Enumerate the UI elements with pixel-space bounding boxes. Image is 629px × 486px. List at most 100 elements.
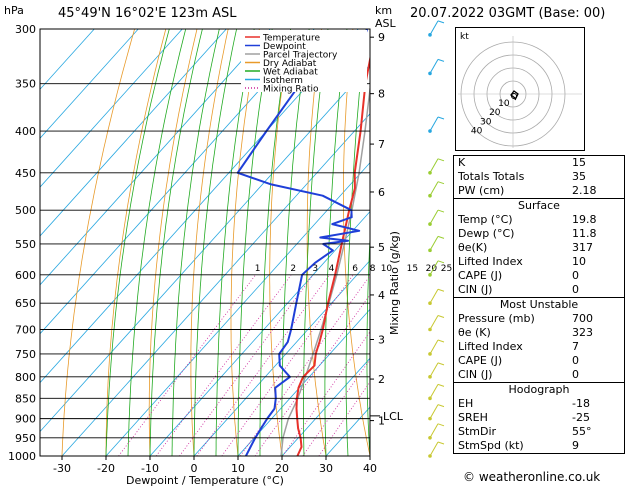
index-row: CAPE (J) 0 — [454, 269, 624, 283]
wind-barb-dot — [428, 33, 432, 37]
pressure-tick-label: 800 — [15, 371, 36, 384]
mixing-ratio-line — [318, 381, 370, 456]
index-label: SREH — [458, 411, 488, 424]
index-label: Temp (°C) — [458, 213, 513, 226]
index-label: CAPE (J) — [458, 354, 503, 367]
dry-adiabat-line — [413, 29, 459, 456]
wet-adiabat-line — [105, 29, 170, 456]
index-row: θe (K) 323 — [454, 326, 624, 340]
pressure-tick-label: 750 — [15, 348, 36, 361]
temperature-tick-label: 10 — [231, 462, 245, 475]
index-value: -25 — [572, 411, 590, 424]
height-axis-unit: km — [375, 4, 392, 17]
isotherm-line — [61, 113, 370, 456]
mixing-ratio-label: 10 — [381, 264, 393, 274]
hodograph-section: Hodograph EH -18 SREH -25 StmDir 55° StmSpd (k… — [454, 382, 624, 453]
pressure-tick-label: 450 — [15, 167, 36, 180]
wind-barb-dot — [428, 375, 432, 379]
index-value: 15 — [572, 156, 586, 169]
mixing-ratio-label: 2 — [290, 264, 296, 274]
mixing-ratio-label: 20 — [426, 264, 438, 274]
dry-adiabat-line — [105, 29, 167, 456]
legend-entry: Temperature — [262, 34, 320, 44]
hodograph-ring-label: 20 — [489, 108, 501, 118]
dry-adiabat-line — [148, 29, 198, 456]
plot-frame — [39, 28, 371, 457]
wind-barb-dot — [428, 301, 432, 306]
temperature-tick-label: -20 — [97, 462, 115, 475]
index-value: 317 — [572, 241, 593, 254]
legend-entry: Isotherm — [263, 76, 303, 86]
wind-barb-staff — [429, 288, 439, 304]
index-label: Lifted Index — [458, 340, 523, 353]
height-tick-label: 3 — [378, 333, 385, 346]
legend-entry: Dry Adiabat — [263, 59, 317, 69]
wind-barb-flag — [437, 20, 445, 24]
mixing-ratio-line — [155, 274, 292, 456]
height-tick-label: 8 — [378, 88, 385, 101]
wind-barb-dot — [428, 396, 432, 401]
mixing-ratio-label: 4 — [329, 264, 335, 274]
height-tick-label: 5 — [378, 241, 385, 254]
pressure-tick-label: 400 — [15, 125, 36, 138]
wind-barb-dot — [428, 273, 432, 277]
temperature-tick-label: 40 — [363, 462, 377, 475]
temperature-tick-label: 20 — [275, 462, 289, 475]
isotherm-line — [40, 29, 227, 237]
wind-barb-flag — [437, 181, 445, 185]
most-unstable-title: Most Unstable — [499, 298, 579, 311]
legend-entry: Dewpoint — [263, 42, 306, 52]
index-value: 55° — [572, 425, 592, 438]
wind-barb-staff — [429, 384, 439, 399]
mixing-ratio-label: 3 — [312, 264, 318, 274]
index-label: Pressure (mb) — [458, 312, 535, 325]
wind-barb-dot — [428, 193, 432, 198]
mixing-ratio-line — [302, 358, 370, 456]
height-tick-label: 4 — [378, 289, 385, 302]
hodograph-ring-label: 40 — [471, 126, 483, 136]
pressure-tick-label: 850 — [15, 392, 36, 405]
wind-barb-staff — [429, 404, 439, 419]
wind-barb-dot — [428, 327, 432, 332]
height-tick-label: 9 — [378, 31, 385, 44]
wind-barb-flag — [437, 423, 445, 427]
wind-barb-dot — [428, 129, 432, 133]
surface-section: Surface Temp (°C) 19.8 Dewp (°C) 11.8 θe(K) 3… — [454, 198, 624, 297]
index-value: 0 — [572, 283, 579, 296]
mixing-ratio-label: 15 — [407, 264, 418, 274]
index-row: K 15 — [454, 156, 624, 170]
isotherm-line — [105, 162, 370, 456]
pressure-tick-label: 650 — [15, 297, 36, 310]
indices-section: K 15 Totals Totals 35 PW (cm) 2.18 — [454, 156, 624, 198]
mixing-ratio-line — [179, 274, 314, 456]
index-value: 0 — [572, 269, 579, 282]
isotherm-line — [40, 29, 139, 139]
wind-barb-staff — [429, 59, 439, 74]
wind-barb-dot — [428, 454, 432, 458]
pressure-tick-label: 550 — [15, 238, 36, 251]
wind-barb-flag — [437, 315, 445, 318]
wind-barb-staff — [429, 260, 439, 276]
pressure-tick-label: 700 — [15, 324, 36, 337]
wet-adiabat-line — [345, 29, 367, 456]
wind-barb-flag — [437, 116, 445, 120]
index-row: PW (cm) 2.18 — [454, 184, 624, 198]
legend-box — [241, 30, 367, 92]
wind-barb-flag — [437, 209, 445, 213]
dry-adiabat-line — [190, 29, 229, 456]
index-label: θe (K) — [458, 326, 491, 339]
index-row: Lifted Index 7 — [454, 340, 624, 354]
index-label: StmDir — [458, 425, 497, 438]
wet-adiabat-line — [149, 29, 203, 456]
forecast-datetime: 20.07.2022 03GMT (Base: 00) — [410, 6, 606, 21]
wet-adiabat-line — [193, 29, 237, 456]
index-value: 0 — [572, 354, 579, 367]
index-row: StmSpd (kt) 9 — [454, 439, 624, 453]
isotherm-line — [40, 29, 359, 384]
mixing-ratio-line — [239, 274, 370, 456]
indices-panel: K 15 Totals Totals 35 PW (cm) 2.18 Surface Te… — [453, 155, 625, 454]
index-value: 323 — [572, 326, 593, 339]
index-value: 2.18 — [572, 184, 597, 197]
